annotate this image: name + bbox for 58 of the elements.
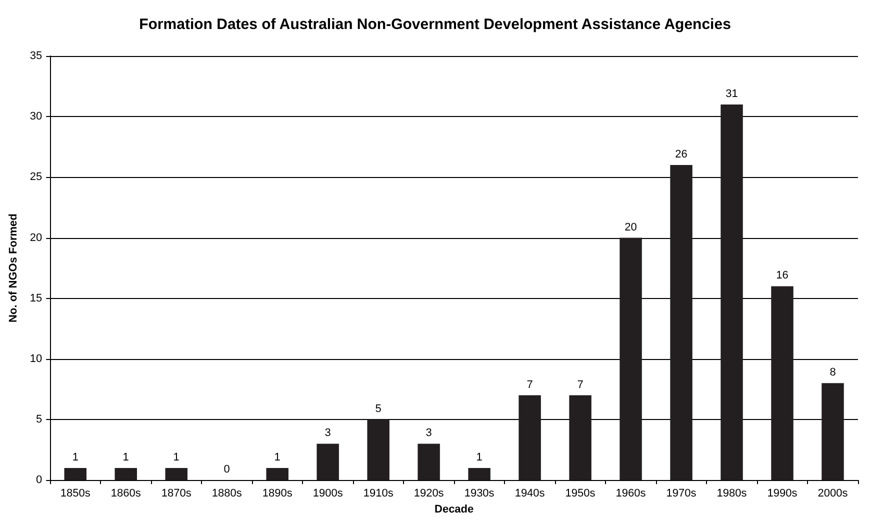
x-tick-label: 1880s bbox=[212, 488, 242, 500]
x-tick-label: 1990s bbox=[767, 488, 798, 500]
data-label: 26 bbox=[675, 148, 688, 161]
y-tick-label: 15 bbox=[30, 292, 42, 304]
x-tick-label: 1950s bbox=[565, 488, 596, 500]
bar bbox=[367, 420, 390, 480]
x-tick-label: 1970s bbox=[666, 488, 697, 500]
bar bbox=[316, 444, 339, 480]
bar bbox=[418, 444, 440, 480]
x-tick-label: 1900s bbox=[312, 488, 344, 500]
y-tick-label: 25 bbox=[30, 171, 42, 184]
x-tick-label: 1910s bbox=[363, 488, 394, 500]
x-tick-label: 1940s bbox=[514, 488, 546, 500]
data-label: 5 bbox=[375, 403, 382, 416]
x-tick-label: 1890s bbox=[262, 488, 293, 500]
x-tick-label: 1960s bbox=[616, 488, 646, 500]
x-tick-label: 1980s bbox=[716, 488, 748, 500]
bar bbox=[64, 468, 86, 480]
data-label: 3 bbox=[426, 427, 432, 440]
bar bbox=[165, 468, 188, 480]
data-label: 20 bbox=[624, 221, 637, 234]
bar bbox=[620, 238, 642, 480]
y-tick-label: 5 bbox=[36, 414, 42, 426]
bar bbox=[266, 468, 288, 480]
y-tick-label: 10 bbox=[30, 352, 42, 365]
data-label: 1 bbox=[173, 451, 180, 464]
data-label: 7 bbox=[577, 378, 584, 391]
bar bbox=[518, 395, 541, 480]
bar bbox=[114, 468, 137, 480]
bar bbox=[822, 383, 844, 480]
bar bbox=[670, 165, 692, 480]
data-label: 1 bbox=[122, 451, 129, 464]
data-label: 3 bbox=[324, 427, 331, 440]
y-tick-label: 0 bbox=[36, 474, 42, 486]
chart-title: Formation Dates of Australian Non-Government Development Assistance Agencies bbox=[139, 16, 731, 33]
x-axis-title: Decade bbox=[434, 504, 474, 516]
data-label: 0 bbox=[224, 464, 230, 476]
bar bbox=[468, 468, 490, 480]
x-tick-label: 1930s bbox=[464, 488, 495, 500]
x-tick-label: 1870s bbox=[161, 488, 192, 500]
data-label: 1 bbox=[476, 451, 482, 464]
x-tick-label: 1860s bbox=[110, 488, 142, 500]
y-axis-title: No. of NGOs Formed bbox=[8, 214, 20, 322]
data-label: 31 bbox=[726, 88, 738, 100]
bar bbox=[569, 395, 592, 480]
x-tick-label: 1850s bbox=[60, 488, 91, 500]
bar bbox=[771, 286, 794, 480]
data-label: 16 bbox=[776, 270, 788, 282]
data-label: 7 bbox=[526, 378, 533, 391]
x-tick-label: 1920s bbox=[414, 488, 444, 500]
y-tick-label: 20 bbox=[30, 232, 42, 244]
y-tick-label: 30 bbox=[30, 110, 42, 123]
x-tick-label: 2000s bbox=[818, 488, 848, 500]
y-tick-label: 35 bbox=[30, 50, 42, 62]
data-label: 1 bbox=[274, 451, 280, 464]
data-label: 1 bbox=[72, 451, 78, 464]
bar bbox=[720, 104, 743, 480]
data-label: 8 bbox=[830, 366, 836, 379]
